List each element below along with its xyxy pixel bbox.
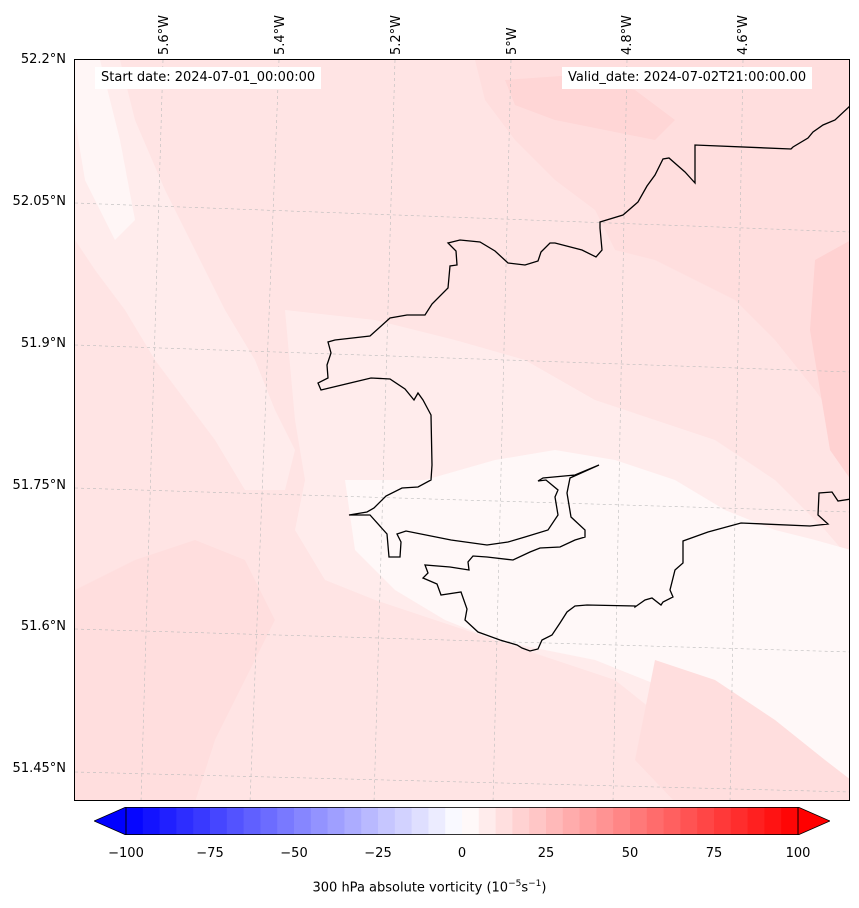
vorticity-band-west-lightest [75, 60, 135, 240]
colorbar-cell [529, 807, 547, 835]
colorbar-cell [445, 807, 463, 835]
colorbar-label-text: 300 hPa absolute vorticity (10 [312, 880, 509, 896]
gridline-lon-5.6 [140, 60, 164, 800]
lon-label-5.6W: 5.6°W [157, 14, 172, 55]
lat-label-52.05N: 52.05°N [12, 194, 66, 209]
colorbar-tick-0: 0 [457, 846, 467, 861]
valid-date-label: Valid_date: 2024-07-02T21:00:00.00 [562, 67, 813, 89]
lat-label-51.75N: 51.75°N [12, 478, 66, 493]
colorbar-cell [781, 807, 799, 835]
colorbar-cell [294, 807, 312, 835]
colorbar-cell [613, 807, 631, 835]
colorbar-label-exp1: −5 [508, 879, 522, 889]
colorbar-cell [277, 807, 295, 835]
colorbar-label-mid: s [521, 880, 529, 896]
colorbar-label-exp2: −1 [528, 879, 542, 889]
colorbar-cell [394, 807, 413, 835]
colorbar-cell [462, 807, 480, 835]
graticule [75, 60, 849, 800]
colorbar-cell [126, 807, 144, 835]
colorbar-tick-minus75: −75 [196, 846, 224, 861]
colorbar-label-end: ) [541, 880, 547, 896]
colorbar-extend-high [797, 807, 830, 835]
colorbar-cell [344, 807, 362, 835]
lon-label-5.0W: 5°W [505, 27, 520, 55]
colorbar [94, 807, 830, 835]
lat-label-51.9N: 51.9°N [20, 336, 66, 351]
gridline-lon-5.2 [373, 60, 396, 800]
colorbar-cell [562, 807, 581, 835]
gridline-lon-5.0 [492, 60, 512, 800]
colorbar-extend-low [94, 807, 127, 835]
map-canvas [75, 60, 849, 800]
colorbar-tick-minus25: −25 [364, 846, 392, 861]
colorbar-cell [747, 807, 765, 835]
colorbar-cell [646, 807, 665, 835]
colorbar-tick-minus50: −50 [280, 846, 308, 861]
vorticity-band-southeast [635, 660, 849, 800]
colorbar-tick-100: 100 [785, 846, 811, 861]
colorbar-cell [193, 807, 211, 835]
colorbar-cell [159, 807, 177, 835]
colorbar-cell [428, 807, 446, 835]
vorticity-band-east-dark [810, 241, 849, 478]
vorticity-band-north-dark [505, 75, 675, 140]
colorbar-cell [176, 807, 194, 835]
colorbar-cell [512, 807, 530, 835]
colorbar-cell [630, 807, 648, 835]
lon-label-4.6W: 4.6°W [736, 14, 751, 55]
colorbar-cells [126, 807, 799, 835]
lon-label-4.8W: 4.8°W [620, 14, 635, 55]
lat-label-52.2N: 52.2°N [20, 52, 66, 67]
vorticity-band-south [216, 670, 475, 800]
lon-label-5.4W: 5.4°W [273, 14, 288, 55]
colorbar-cell [226, 807, 245, 835]
colorbar-cell [495, 807, 513, 835]
colorbar-cell [210, 807, 228, 835]
colorbar-cell [411, 807, 429, 835]
colorbar-label: 300 hPa absolute vorticity (10−5s−1) [0, 879, 859, 895]
colorbar-cell [596, 807, 614, 835]
colorbar-cell [730, 807, 749, 835]
lat-label-51.45N: 51.45°N [12, 761, 66, 776]
colorbar-cell [579, 807, 597, 835]
colorbar-cell [327, 807, 345, 835]
map-frame [74, 59, 850, 801]
colorbar-cell [764, 807, 782, 835]
vorticity-band-northeast [475, 60, 849, 438]
coastline [317, 105, 849, 652]
colorbar-cell [663, 807, 681, 835]
colorbar-tick-50: 50 [621, 846, 639, 861]
vorticity-band-southwest [75, 540, 275, 800]
colorbar-outline [125, 807, 799, 835]
colorbar-cell [714, 807, 732, 835]
vorticity-band-west-light [75, 60, 295, 490]
colorbar-cell [310, 807, 329, 835]
colorbar-cell [260, 807, 278, 835]
start-date-label: Start date: 2024-07-01_00:00:00 [95, 67, 322, 89]
colorbar-tick-75: 75 [705, 846, 723, 861]
lon-label-5.2W: 5.2°W [389, 14, 404, 55]
gridline-lon-4.8 [612, 60, 628, 800]
colorbar-cell [378, 807, 396, 835]
gridline-lon-4.6 [729, 60, 744, 800]
colorbar-cell [243, 807, 261, 835]
colorbar-cell [680, 807, 698, 835]
lat-label-51.6N: 51.6°N [20, 619, 66, 634]
colorbar-tick-25: 25 [537, 846, 555, 861]
colorbar-cell [142, 807, 161, 835]
gridline-lon-5.4 [249, 60, 280, 800]
colorbar-cell [697, 807, 715, 835]
colorbar-cell [546, 807, 564, 835]
colorbar-cell [478, 807, 497, 835]
colorbar-cell [361, 807, 379, 835]
colorbar-tick-minus100: −100 [108, 846, 144, 861]
